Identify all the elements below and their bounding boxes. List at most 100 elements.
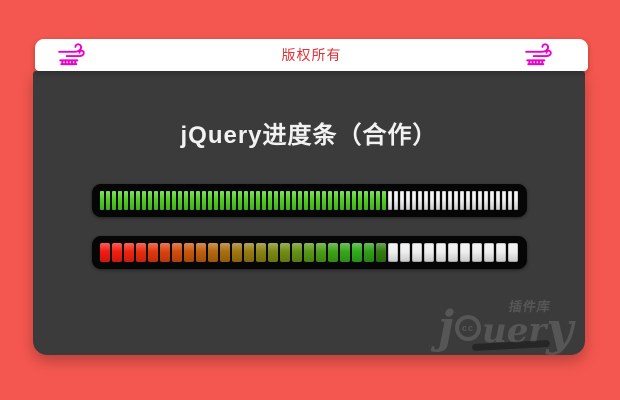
progress-segment	[303, 191, 308, 210]
wind-icon	[57, 42, 87, 68]
progress-segment	[339, 243, 350, 262]
progress-segment	[495, 191, 500, 210]
progress-segment	[279, 191, 284, 210]
progress-bar-gradient	[91, 236, 527, 269]
progress-segment	[183, 243, 194, 262]
progress-segment	[105, 191, 110, 210]
progress-segment	[471, 191, 476, 210]
progress-segment	[417, 191, 422, 210]
progress-segment	[333, 191, 338, 210]
progress-segment	[243, 191, 248, 210]
progress-segment	[447, 191, 452, 210]
progress-segment	[339, 191, 344, 210]
progress-segment	[207, 191, 212, 210]
progress-segment	[321, 191, 326, 210]
progress-segment	[393, 191, 398, 210]
page-title: jQuery进度条（合作）	[180, 122, 438, 149]
progress-segment	[171, 191, 176, 210]
progress-segment	[171, 243, 182, 262]
progress-segment	[507, 191, 512, 210]
progress-segment	[363, 243, 374, 262]
progress-segment	[141, 191, 146, 210]
progress-segment	[165, 191, 170, 210]
progress-segment	[351, 191, 356, 210]
progress-segment	[183, 191, 188, 210]
progress-segment	[483, 191, 488, 210]
progress-segment	[399, 191, 404, 210]
progress-segment	[273, 191, 278, 210]
progress-segment	[309, 191, 314, 210]
progress-segment	[387, 243, 398, 262]
progress-segment	[327, 191, 332, 210]
progress-segment	[159, 243, 170, 262]
progress-segment	[399, 243, 410, 262]
progress-segment	[495, 243, 506, 262]
progress-segment	[327, 243, 338, 262]
progress-segment	[99, 243, 110, 262]
progress-segment	[435, 243, 446, 262]
watermark-plugin-label: 插件库	[507, 298, 552, 314]
progress-segment	[315, 191, 320, 210]
progress-segment	[471, 243, 482, 262]
copyright-text: 版权所有	[281, 47, 342, 63]
progress-segment	[267, 243, 278, 262]
progress-segment	[507, 243, 518, 262]
progress-segment	[411, 191, 416, 210]
progress-segment	[213, 191, 218, 210]
progress-segment	[453, 191, 458, 210]
progress-segment	[177, 191, 182, 210]
content-panel: jQuery进度条（合作） j cc uer y 插件库	[33, 71, 585, 355]
progress-segment	[225, 191, 230, 210]
progress-segment	[285, 191, 290, 210]
progress-segment	[489, 191, 494, 210]
progress-segment	[195, 243, 206, 262]
progress-segment	[369, 191, 374, 210]
progress-segment	[375, 191, 380, 210]
progress-segment	[513, 191, 518, 210]
progress-segment	[279, 243, 290, 262]
progress-segment	[381, 191, 386, 210]
progress-segment	[219, 191, 224, 210]
progress-segment	[477, 191, 482, 210]
progress-segment	[117, 191, 122, 210]
progress-track	[99, 243, 518, 262]
progress-segment	[423, 191, 428, 210]
progress-segment	[351, 243, 362, 262]
progress-segment	[297, 191, 302, 210]
progress-segment	[153, 191, 158, 210]
progress-segment	[99, 191, 104, 210]
progress-segment	[459, 191, 464, 210]
progress-segment	[123, 243, 134, 262]
progress-segment	[255, 243, 266, 262]
progress-segment	[435, 191, 440, 210]
progress-segment	[411, 243, 422, 262]
progress-segment	[423, 243, 434, 262]
progress-segment	[249, 191, 254, 210]
progress-segment	[267, 191, 272, 210]
progress-segment	[147, 243, 158, 262]
watermark-letters-uer: uer	[482, 310, 547, 351]
progress-segment	[387, 191, 392, 210]
progress-segment	[291, 191, 296, 210]
watermark-letter-y: y	[546, 301, 573, 356]
progress-segment	[429, 191, 434, 210]
progress-segment	[123, 191, 128, 210]
progress-segment	[195, 191, 200, 210]
progress-segment	[255, 191, 260, 210]
jquery-watermark: j cc uer y 插件库	[438, 299, 573, 356]
wind-icon	[524, 42, 554, 68]
progress-segment	[441, 191, 446, 210]
progress-segment	[363, 191, 368, 210]
progress-segment	[231, 243, 242, 262]
progress-segment	[501, 191, 506, 210]
progress-segment	[291, 243, 302, 262]
progress-segment	[111, 191, 116, 210]
progress-segment	[261, 191, 266, 210]
progress-segment	[111, 243, 122, 262]
progress-segment	[159, 191, 164, 210]
progress-segment	[465, 191, 470, 210]
progress-segment	[447, 243, 458, 262]
progress-segment	[357, 191, 362, 210]
progress-segment	[405, 191, 410, 210]
